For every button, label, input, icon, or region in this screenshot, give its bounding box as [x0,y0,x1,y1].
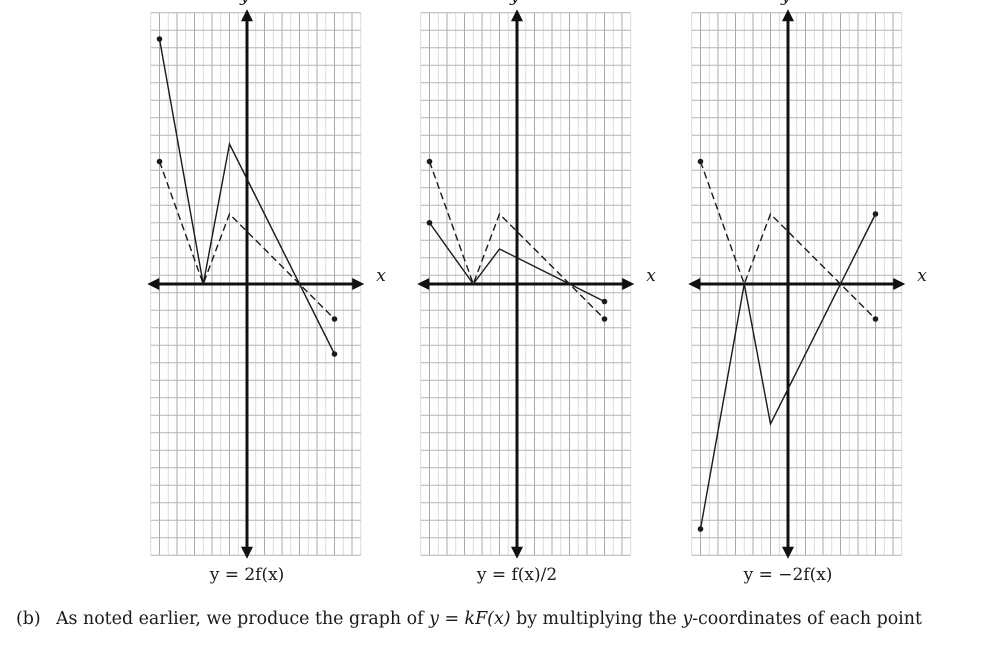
y-axis-arrow-up [511,9,523,22]
grid [420,12,632,556]
series-solid [697,211,879,532]
endpoint-dot [331,316,338,322]
y-axis-arrow-down [241,546,253,559]
x-axis-arrow-left [417,278,430,290]
body-paragraph: (b) As noted earlier, we produce the grap… [16,609,1001,629]
endpoint-dot [156,36,163,42]
x-axis-label: x [646,266,656,286]
series-solid [426,219,608,305]
endpoint-dot [697,526,704,532]
axes: xy [417,0,656,559]
series-line [158,38,336,355]
x-axis-arrow-right [622,278,635,290]
panel-y-equals-2fx: xyy = 2f(x) [147,0,386,585]
series-line [699,161,876,320]
x-axis-arrow-right [893,278,906,290]
endpoint-dot [601,298,608,305]
body-equation: y = kF(x) [429,609,511,629]
x-axis-label: x [917,266,927,286]
series-dashed [156,158,338,322]
panel-caption: y = f(x)/2 [476,565,557,585]
series-line [699,213,877,530]
y-axis-arrow-down [511,546,523,559]
body-text-2: by multiplying the [510,609,683,629]
series-solid [156,36,338,357]
endpoint-dot [601,316,608,322]
axes: xy [147,0,386,559]
axes: xy [688,0,927,559]
item-marker: (b) [16,609,41,629]
y-axis-arrow-up [782,9,794,22]
series-line [428,222,605,303]
panel-y-equals-f-half: xyy = f(x)/2 [417,0,656,585]
y-axis-arrow-up [241,9,253,22]
series-line [428,161,605,320]
body-y-word: y [682,609,693,629]
series-dashed [426,158,608,322]
series-line [158,161,335,320]
y-axis-label: y [780,0,791,6]
endpoint-dot [426,219,433,226]
x-axis-arrow-left [147,278,160,290]
x-axis-label: x [376,266,386,286]
y-axis-label: y [239,0,250,6]
x-axis-arrow-left [688,278,701,290]
panel-caption: y = −2f(x) [743,565,833,585]
endpoint-dot [872,211,879,217]
endpoint-dot [426,158,433,165]
y-axis-label: y [509,0,520,6]
panel-y-equals-minus-2fx: xyy = −2f(x) [688,0,927,585]
endpoint-dot [156,158,163,165]
body-text-3: -coordinates of each point [692,609,922,629]
y-axis-arrow-down [782,546,794,559]
endpoint-dot [697,158,704,165]
series-dashed [697,158,879,322]
endpoint-dot [872,316,879,322]
panel-caption: y = 2f(x) [209,565,285,585]
body-text-1: As noted earlier, we produce the graph o… [56,609,430,629]
x-axis-arrow-right [352,278,365,290]
endpoint-dot [331,351,338,357]
